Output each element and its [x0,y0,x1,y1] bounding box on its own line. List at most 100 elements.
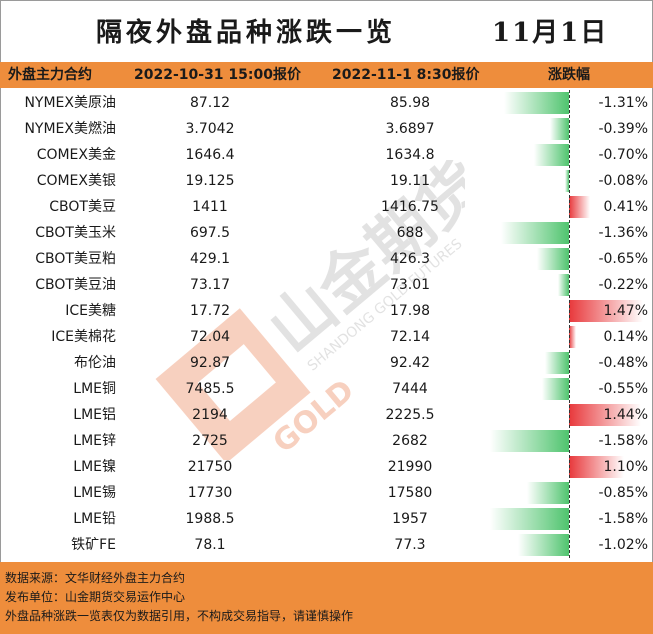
column-header-price-prev: 2022-10-31 15:00报价 [134,67,301,83]
table-row: COMEX美金 1646.4 1634.8 -0.70% [0,142,653,168]
table-row: COMEX美银 19.125 19.11 -0.08% [0,168,653,194]
contract-name-text: LME锡 [73,485,116,501]
price-now-text: 426.3 [389,251,431,267]
change-bar [526,482,569,504]
price-prev-text: 17.72 [189,303,231,319]
change-percent: -1.36% [598,220,648,246]
change-percent: -1.58% [598,428,648,454]
change-percent: -0.48% [598,350,648,376]
column-header-change: 涨跌幅 [548,67,590,83]
price-now-text: 21990 [387,459,433,475]
table-row: LME镍 21750 21990 1.10% [0,454,653,480]
title-bar: 隔夜外盘品种涨跌一览 11月1日 [0,0,653,60]
change-bar-area [488,350,652,376]
change-percent-text: -0.08% [598,173,648,189]
contract-name-text: CBOT美豆油 [35,277,116,293]
contract-name: LME锌 [73,428,116,454]
contract-name: NYMEX美燃油 [24,116,116,142]
contract-name-text: CBOT美豆粕 [35,251,116,267]
report-date: 11月1日 [492,18,609,48]
change-percent: 1.44% [604,402,648,428]
price-now-text: 19.11 [389,173,431,189]
change-percent-text: -1.31% [598,95,648,111]
change-bar-area [488,168,652,194]
contract-name: CBOT美豆油 [35,272,116,298]
change-bar [501,222,569,244]
price-prev-text: 2725 [192,433,228,449]
change-bar [549,118,569,140]
footer-publisher: 发布单位：山金期货交易运作中心 [5,590,186,604]
change-percent: 1.47% [604,298,648,324]
change-bar [490,430,569,452]
price-prev-text: 2194 [192,407,228,423]
price-now-text: 92.42 [389,355,431,371]
change-bar [503,92,569,114]
price-now-text: 17580 [387,485,433,501]
change-percent: -1.58% [598,506,648,532]
change-bar [536,248,569,270]
change-percent: 1.10% [604,454,648,480]
contract-name-text: 铁矿FE [71,537,116,553]
change-percent: -0.22% [598,272,648,298]
change-percent: -1.31% [598,90,648,116]
price-now-text: 2225.5 [385,407,435,423]
change-percent: 0.14% [604,324,648,350]
change-percent: -0.65% [598,246,648,272]
price-prev-text: 3.7042 [185,121,235,137]
change-bar [541,378,569,400]
change-percent-text: 0.41% [603,199,648,215]
price-prev-text: 19.125 [185,173,235,189]
table-row: NYMEX美燃油 3.7042 3.6897 -0.39% [0,116,653,142]
price-now-text: 1957 [392,511,428,527]
change-bar [558,274,569,296]
change-bar-area [488,324,652,350]
table-row: LME铅 1988.5 1957 -1.58% [0,506,653,532]
price-now-text: 85.98 [389,95,431,111]
price-prev-text: 21750 [187,459,233,475]
change-percent-text: -1.58% [598,511,648,527]
price-now-text: 1416.75 [381,199,439,215]
price-now-text: 1634.8 [385,147,435,163]
contract-name: LME镍 [73,454,116,480]
footer-source: 数据来源：文华财经外盘主力合约 [5,571,186,585]
contract-name: 布伦油 [74,350,116,376]
contract-name-text: LME锌 [73,433,116,449]
price-now-text: 73.01 [389,277,431,293]
table-row: 铁矿FE 78.1 77.3 -1.02% [0,532,653,558]
change-bar-area [488,506,652,532]
change-bar-area [488,90,652,116]
contract-name-text: NYMEX美燃油 [24,121,116,137]
price-now-text: 77.3 [394,537,426,553]
change-percent: -0.55% [598,376,648,402]
change-bar-area [488,376,652,402]
contract-name-text: LME镍 [73,459,116,475]
change-bar [569,326,576,348]
contract-name-text: LME铝 [73,407,116,423]
change-percent: 0.41% [604,194,648,220]
change-percent-text: 1.47% [603,303,648,319]
change-bar [534,144,569,166]
price-prev-text: 78.1 [194,537,226,553]
contract-name: CBOT美豆粕 [35,246,116,272]
contract-name-text: COMEX美银 [36,173,116,189]
change-percent-text: -1.58% [598,433,648,449]
contract-name-text: NYMEX美原油 [24,95,116,111]
contract-name-text: 布伦油 [74,355,116,371]
price-prev-text: 429.1 [189,251,231,267]
contract-name-text: LME铅 [73,511,116,527]
change-percent-text: -0.48% [598,355,648,371]
change-bar [569,404,641,426]
change-percent-text: 1.10% [603,459,648,475]
contract-name: NYMEX美原油 [24,90,116,116]
price-now-text: 688 [396,225,424,241]
table-header: 外盘主力合约 2022-10-31 15:00报价 2022-11-1 8:30… [0,62,653,88]
table-row: LME锡 17730 17580 -0.85% [0,480,653,506]
change-percent: -0.70% [598,142,648,168]
change-bar-area [488,298,652,324]
page-title: 隔夜外盘品种涨跌一览 [96,18,397,48]
change-bar [518,534,569,556]
change-percent-text: -0.55% [598,381,648,397]
table-row: ICE美糖 17.72 17.98 1.47% [0,298,653,324]
contract-name: CBOT美玉米 [35,220,116,246]
change-bar-area [488,532,652,558]
